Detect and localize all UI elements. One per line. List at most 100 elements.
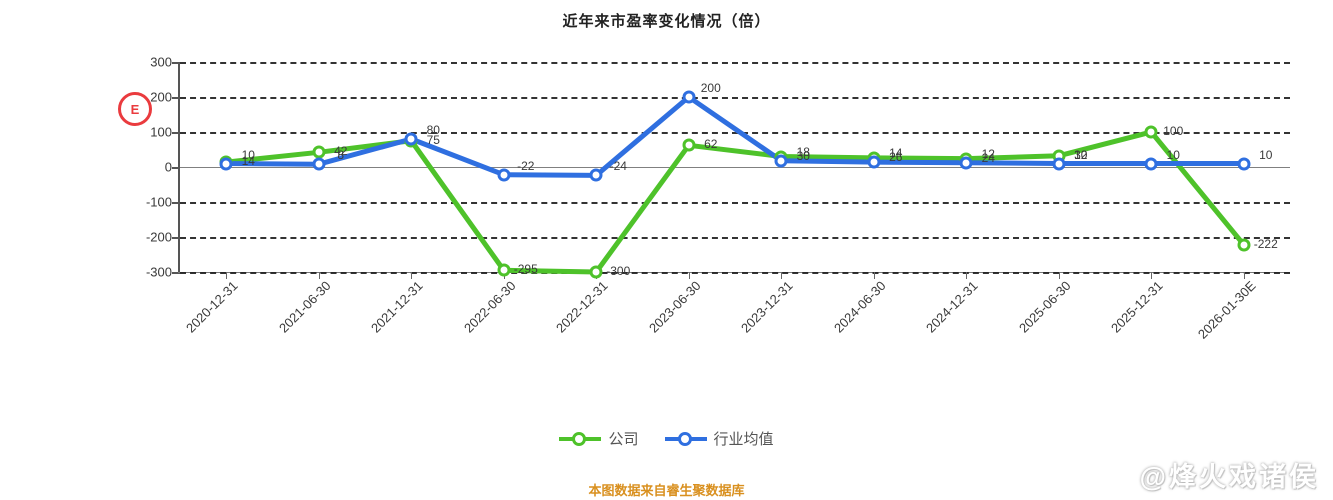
data-point[interactable] <box>1052 157 1066 170</box>
y-axis-line <box>178 62 180 274</box>
data-point-label: 14 <box>241 154 255 169</box>
data-point-label: 12 <box>981 146 995 161</box>
data-point-label: 8 <box>337 148 345 163</box>
data-point-label: 62 <box>704 137 718 152</box>
x-tick-label: 2024-12-31 <box>923 278 981 336</box>
y-tick-mark <box>172 132 178 134</box>
x-tick-label: 2026-01-30E <box>1194 278 1259 342</box>
data-point-label: 10 <box>241 147 255 162</box>
series-line <box>223 94 1247 178</box>
legend-marker-icon <box>559 431 602 447</box>
data-point[interactable] <box>589 168 603 182</box>
x-tick-label: 2020-12-31 <box>183 278 241 336</box>
x-tick-label: 2025-06-30 <box>1015 278 1074 336</box>
x-tick-mark <box>781 272 783 279</box>
legend-label: 行业均值 <box>713 431 774 448</box>
data-point[interactable] <box>1144 157 1158 170</box>
data-point[interactable] <box>219 157 233 170</box>
data-point-label: -22 <box>517 158 535 173</box>
x-tick-mark <box>1151 272 1153 279</box>
data-point-label: 26 <box>889 149 903 164</box>
data-point-label: -222 <box>1253 236 1278 251</box>
x-tick-label: 2025-12-31 <box>1108 278 1166 336</box>
y-tick-mark <box>172 237 178 239</box>
legend-item[interactable]: 行业均值 <box>664 428 774 449</box>
legend-label: 公司 <box>608 431 639 448</box>
gridline <box>180 132 1290 134</box>
data-point[interactable] <box>682 90 696 104</box>
y-axis-labels: 300 200 100 0 -100 -200 -300 <box>106 55 178 280</box>
x-tick-mark <box>1058 272 1060 279</box>
y-tick-label: -200 <box>145 229 172 245</box>
gridline <box>180 272 1290 274</box>
data-point[interactable] <box>404 132 418 146</box>
x-tick-mark <box>966 272 968 279</box>
data-point-label: -24 <box>609 159 627 174</box>
data-point[interactable] <box>497 263 511 277</box>
watermark: @烽火戏诸侯 <box>1139 462 1319 492</box>
source-note: 本图数据来自睿生聚数据库 <box>588 483 745 498</box>
red-stamp-icon: E <box>118 92 152 126</box>
chart-legend: 公司 行业均值 <box>0 428 1333 449</box>
data-point[interactable] <box>312 157 326 171</box>
gridline <box>180 167 1290 168</box>
gridline <box>180 237 1290 239</box>
data-point-label: 10 <box>1074 147 1088 162</box>
gridline <box>180 62 1290 64</box>
data-point-label: 100 <box>1163 124 1184 138</box>
y-tick-label: 300 <box>150 54 172 70</box>
data-point[interactable] <box>1237 157 1251 170</box>
x-tick-label: 2024-06-30 <box>830 278 889 336</box>
y-tick-mark <box>172 62 178 64</box>
x-tick-label: 2023-06-30 <box>645 278 704 336</box>
y-tick-label: 200 <box>150 89 172 105</box>
data-point[interactable] <box>774 154 788 168</box>
data-point-label: 18 <box>796 144 810 159</box>
data-point-label: 42 <box>334 144 348 159</box>
data-point[interactable] <box>682 138 696 152</box>
x-tick-mark <box>318 272 320 279</box>
data-point-label: 80 <box>426 123 440 137</box>
x-tick-label: 2021-12-31 <box>368 278 426 336</box>
page-title: 近年来市盈率变化情况（倍） <box>562 13 771 30</box>
data-point-label: 30 <box>796 148 810 163</box>
x-tick-mark <box>873 272 875 279</box>
data-point[interactable] <box>1144 125 1158 139</box>
x-tick-label: 2022-12-31 <box>553 278 611 336</box>
series-line <box>223 129 1247 275</box>
x-tick-mark <box>1243 272 1245 279</box>
data-point[interactable] <box>497 168 511 182</box>
gridline <box>180 97 1290 99</box>
x-tick-mark <box>411 272 413 279</box>
data-point-label: -300 <box>606 264 631 278</box>
data-point[interactable] <box>867 155 881 169</box>
data-point[interactable] <box>1237 238 1251 252</box>
data-point-label: 24 <box>981 150 995 165</box>
y-tick-mark <box>172 167 178 169</box>
data-point-label: 14 <box>889 146 903 161</box>
series-lines <box>223 94 1247 275</box>
data-point[interactable] <box>589 265 603 279</box>
data-point-label: 200 <box>700 81 721 95</box>
data-point[interactable] <box>312 145 326 159</box>
y-tick-label: -300 <box>145 264 172 280</box>
y-tick-label: -100 <box>145 194 172 210</box>
y-tick-label: 100 <box>150 124 172 140</box>
data-point-label: -295 <box>513 262 538 277</box>
data-point-label: 10 <box>1166 147 1180 162</box>
gridline <box>180 202 1290 204</box>
plot-area <box>180 62 1290 274</box>
data-point-label: 32 <box>1074 147 1088 162</box>
legend-marker-icon <box>664 431 707 447</box>
data-point-label: 10 <box>1259 147 1273 162</box>
x-tick-mark <box>226 272 228 279</box>
y-tick-mark <box>172 97 178 99</box>
legend-item[interactable]: 公司 <box>559 428 639 449</box>
y-tick-mark <box>172 202 178 204</box>
x-tick-label: 2023-12-31 <box>738 278 796 336</box>
x-tick-label: 2021-06-30 <box>275 278 334 336</box>
x-tick-mark <box>688 272 690 279</box>
y-tick-label: 0 <box>164 159 172 175</box>
data-point[interactable] <box>959 156 973 170</box>
